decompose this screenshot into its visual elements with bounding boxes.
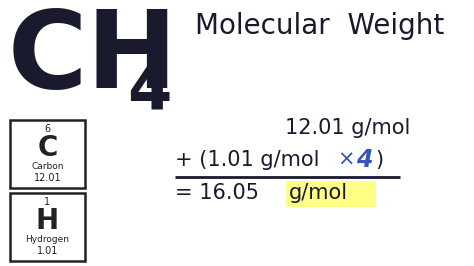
Text: 4: 4 [127, 62, 172, 124]
Text: = 16.05: = 16.05 [175, 183, 265, 203]
Text: 12.01: 12.01 [34, 173, 61, 183]
Text: C: C [37, 134, 58, 162]
Text: Hydrogen: Hydrogen [26, 235, 70, 244]
Text: CH: CH [8, 5, 178, 111]
Text: 1: 1 [45, 197, 51, 207]
Text: 1.01: 1.01 [37, 246, 58, 256]
Text: 6: 6 [45, 124, 51, 134]
FancyBboxPatch shape [10, 120, 85, 188]
Text: 4: 4 [356, 148, 373, 172]
Text: Carbon: Carbon [31, 162, 64, 171]
Text: ×: × [337, 150, 355, 170]
Text: g/mol: g/mol [289, 183, 348, 203]
Text: Molecular  Weight: Molecular Weight [195, 12, 444, 40]
Text: + (1.01 g/mol: + (1.01 g/mol [175, 150, 326, 170]
FancyBboxPatch shape [10, 193, 85, 261]
Text: H: H [36, 207, 59, 235]
FancyBboxPatch shape [286, 181, 376, 207]
Text: ): ) [375, 150, 383, 170]
Text: 12.01 g/mol: 12.01 g/mol [285, 118, 410, 138]
